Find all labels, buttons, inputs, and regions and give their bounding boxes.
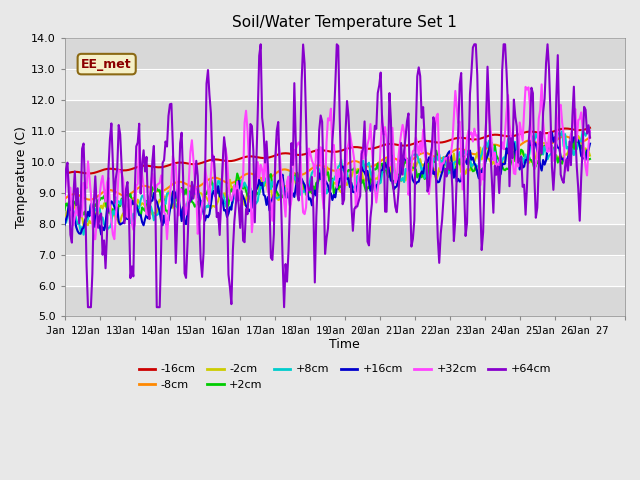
Legend: -16cm, -8cm, -2cm, +2cm, +8cm, +16cm, +32cm, +64cm: -16cm, -8cm, -2cm, +2cm, +8cm, +16cm, +3… bbox=[134, 360, 556, 395]
Text: EE_met: EE_met bbox=[81, 58, 132, 71]
Bar bbox=[65, 38, 625, 69]
Bar bbox=[65, 162, 625, 193]
Bar bbox=[65, 100, 625, 131]
Bar bbox=[65, 69, 625, 100]
Bar bbox=[65, 131, 625, 162]
X-axis label: Time: Time bbox=[330, 338, 360, 351]
Title: Soil/Water Temperature Set 1: Soil/Water Temperature Set 1 bbox=[232, 15, 457, 30]
Bar bbox=[65, 286, 625, 316]
Bar bbox=[65, 254, 625, 286]
Y-axis label: Temperature (C): Temperature (C) bbox=[15, 126, 28, 228]
Bar bbox=[65, 193, 625, 224]
Bar bbox=[65, 224, 625, 254]
